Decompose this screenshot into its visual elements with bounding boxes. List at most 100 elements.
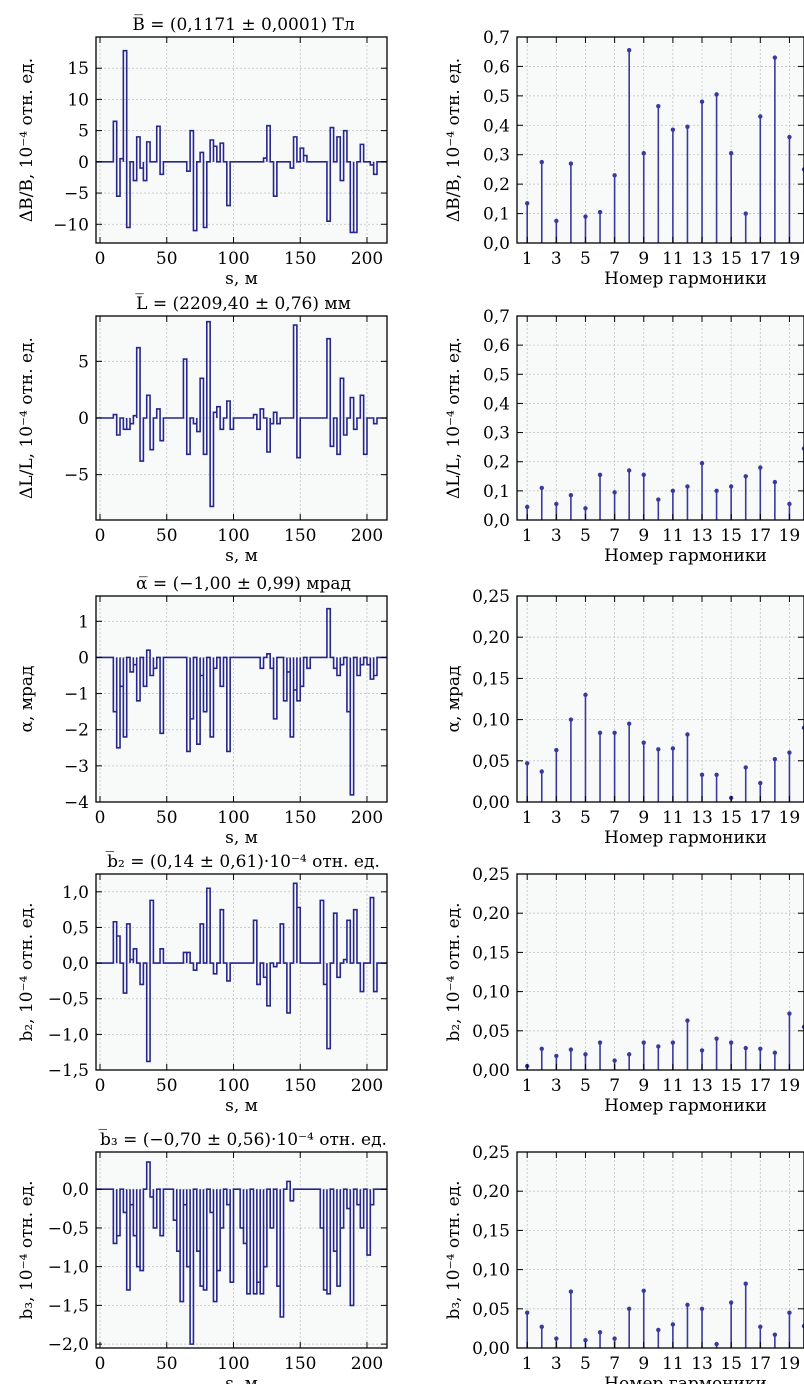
- ticks: [517, 873, 804, 1071]
- stem-marker: [554, 218, 559, 224]
- harmonic-chart-2: 1 3 5 7 9 11 13 15 17 190,70,60,50,40,30,20,10,0Н…: [444, 307, 804, 566]
- x-tick-label: 13: [691, 249, 713, 269]
- plot-area: [517, 37, 804, 243]
- y-tick-label: 0,10: [472, 1261, 510, 1281]
- stem-marker: [612, 173, 617, 178]
- x-tick-label: 19: [779, 1076, 801, 1096]
- stem-marker: [758, 1046, 763, 1052]
- x-tick-label: 150: [284, 808, 316, 828]
- stems: [524, 48, 804, 243]
- x-tick-label: 1: [522, 249, 533, 269]
- x-axis-label: Номер гармоники: [604, 269, 767, 289]
- x-tick-label: 13: [691, 1354, 713, 1374]
- axes-frame: [516, 315, 804, 521]
- x-tick-label: 50: [156, 1076, 178, 1096]
- y-tick-label: 0,0: [483, 511, 510, 531]
- ticks: [96, 316, 387, 520]
- chart-title: B̅ = (0,1171 ± 0,0001) Тл: [132, 14, 355, 35]
- x-tick-label: 17: [749, 526, 771, 546]
- x-tick-label: 0: [95, 1354, 106, 1374]
- ticks: [96, 37, 387, 243]
- x-tick-label: 15: [720, 526, 742, 546]
- x-tick-label: 3: [551, 808, 562, 828]
- y-tick-label: 1,0: [62, 883, 89, 903]
- stem-marker: [626, 468, 632, 473]
- stem-marker: [568, 493, 574, 498]
- x-tick-label: 11: [662, 1354, 684, 1374]
- stem-marker: [583, 506, 588, 511]
- stem-marker: [656, 1044, 661, 1049]
- stem-marker: [758, 465, 763, 470]
- stem-marker: [670, 127, 676, 132]
- x-tick-label: 200: [351, 249, 383, 269]
- ticks: [517, 36, 804, 244]
- x-tick-label: 19: [779, 526, 801, 546]
- stem-marker: [597, 1330, 603, 1335]
- harmonic-chart-1: 1 3 5 7 9 11 13 15 17 190,70,60,50,40,30,20,10,0Н…: [444, 28, 804, 289]
- grid: [517, 873, 804, 1071]
- y-tick-label: −2,0: [48, 1335, 89, 1355]
- y-tick-label: 0,00: [472, 1061, 510, 1081]
- x-tick-label: 13: [691, 1076, 713, 1096]
- x-tick-label: 150: [284, 526, 316, 546]
- stem-marker: [554, 1336, 559, 1341]
- x-axis-label: Номер гармоники: [604, 828, 767, 848]
- x-tick-label: 13: [691, 808, 713, 828]
- x-tick-label: 17: [749, 1354, 771, 1374]
- y-tick-label: 5: [78, 352, 89, 372]
- stem-marker: [714, 488, 719, 494]
- stem-marker: [743, 1045, 748, 1051]
- stem-marker: [597, 472, 603, 478]
- x-tick-label: 15: [720, 1076, 742, 1096]
- y-tick-label: 15: [67, 59, 89, 79]
- y-tick-label: −2: [64, 721, 89, 741]
- plot-area: [96, 37, 387, 243]
- y-tick-label: 0,10: [472, 711, 510, 731]
- stem-marker: [641, 151, 646, 156]
- x-tick-label: 50: [156, 249, 178, 269]
- stem-marker: [787, 1011, 792, 1016]
- x-axis-label: s, м: [225, 269, 258, 289]
- stem-marker: [743, 1281, 748, 1286]
- y-axis-label: ΔL/L, 10⁻⁴ отн. ед.: [444, 337, 464, 499]
- axes-frame: [95, 1151, 388, 1349]
- y-tick-label: −3: [64, 757, 89, 777]
- y-tick-label: 0,05: [472, 1022, 510, 1042]
- stem-marker: [743, 211, 748, 216]
- y-tick-label: 0,20: [472, 628, 510, 648]
- x-tick-label: 7: [609, 249, 620, 269]
- stems: [524, 692, 804, 802]
- x-tick-label: 15: [720, 1354, 742, 1374]
- axes-frame: [95, 36, 388, 244]
- y-tick-label: 0,20: [472, 904, 510, 924]
- y-tick-label: 0: [78, 409, 89, 429]
- y-tick-label: 0,0: [62, 954, 89, 974]
- stem-marker: [539, 1324, 544, 1330]
- stem-marker: [612, 1336, 617, 1341]
- y-tick-label: 0: [78, 648, 89, 668]
- stem-marker: [568, 1047, 574, 1052]
- ticks: [517, 595, 804, 803]
- step-chart-3: 0 50 100 150 200 1 0 −1 −2 −3 −4 s, м α, мрад α̅ = (−…: [17, 574, 388, 848]
- stem-marker: [728, 484, 734, 489]
- y-tick-label: 0,25: [472, 1143, 510, 1163]
- stem-marker: [728, 1300, 734, 1305]
- x-tick-label: 3: [551, 526, 562, 546]
- stem-marker: [656, 103, 661, 109]
- stem-marker: [597, 730, 603, 735]
- x-tick-label: 11: [662, 526, 684, 546]
- stem-marker: [583, 1052, 588, 1057]
- stem-marker: [714, 1341, 719, 1347]
- y-tick-label: −4: [64, 793, 89, 813]
- stem-marker: [656, 1327, 661, 1333]
- x-tick-label: 100: [217, 1354, 249, 1374]
- plot-area: [517, 596, 804, 802]
- y-tick-label: 0,25: [472, 865, 510, 885]
- y-tick-label: 0,4: [483, 394, 510, 414]
- x-tick-label: 9: [638, 249, 649, 269]
- stem-marker: [626, 721, 632, 726]
- x-tick-label: 3: [551, 1076, 562, 1096]
- y-tick-label: 0,5: [483, 87, 510, 107]
- stem-marker: [626, 48, 632, 53]
- x-tick-label: 3: [551, 1354, 562, 1374]
